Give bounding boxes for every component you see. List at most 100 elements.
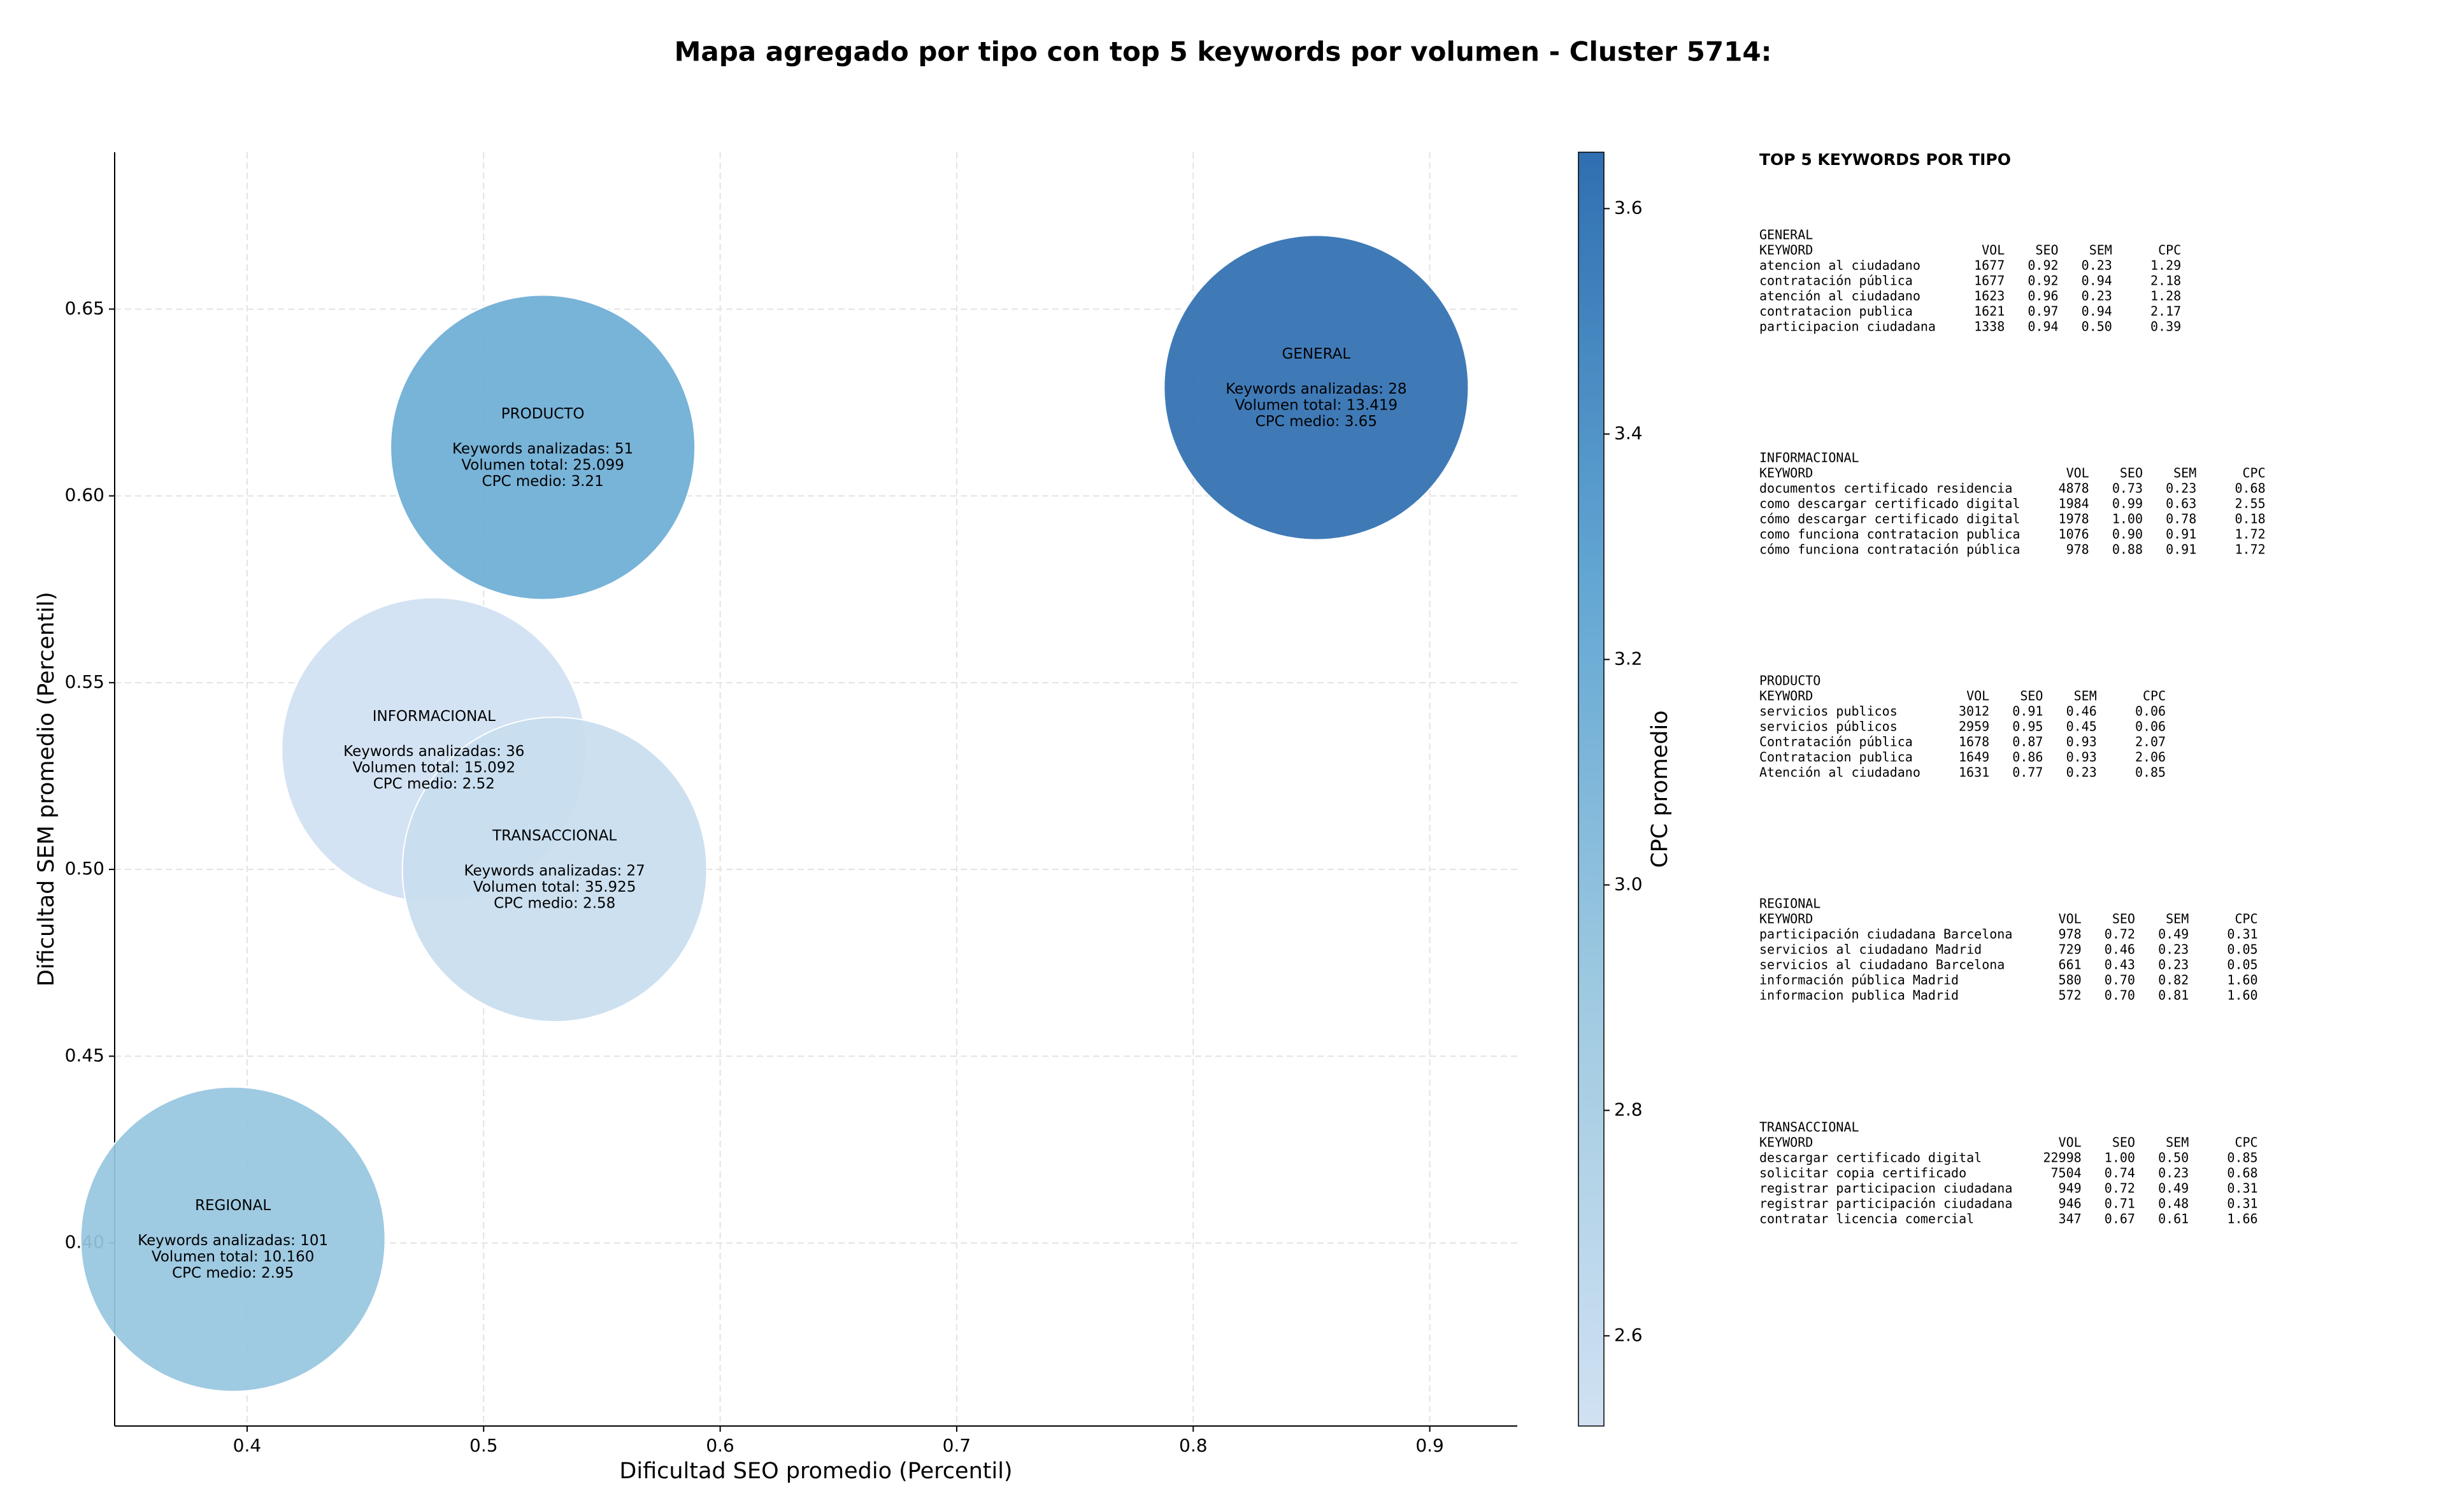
table-header: SEO (2020, 688, 2043, 704)
y-tick-label: 0.45 (65, 1045, 104, 1066)
table-cell: 0.72 (2105, 1181, 2135, 1196)
table-cell: 0.68 (2227, 1166, 2257, 1181)
table-cell: como descargar certificado digital (1759, 496, 2020, 511)
table-cell: 0.92 (2028, 273, 2058, 289)
table-header: SEM (2166, 1135, 2189, 1150)
table-cell: 2.18 (2150, 273, 2181, 289)
table-cell: 1984 (2059, 496, 2089, 511)
table-cell: 7504 (2051, 1166, 2082, 1181)
bubble-name: TRANSACCIONAL (492, 828, 617, 845)
bubble-label: Keywords analizadas: 27 (464, 863, 645, 880)
table-header: KEYWORD (1759, 243, 1813, 258)
table-cell: 0.94 (2082, 273, 2112, 289)
table-header: SEO (2112, 911, 2135, 927)
table-header: KEYWORD (1759, 688, 1813, 704)
table-cell: 661 (2059, 957, 2082, 973)
table-cell: 1.28 (2150, 289, 2181, 304)
table-header: CPC (2158, 243, 2181, 258)
table-cell: 978 (2066, 542, 2089, 557)
bubble-label: CPC medio: 2.58 (494, 895, 615, 912)
table-cell: 2.17 (2150, 304, 2181, 319)
table-header: VOL (1966, 688, 1989, 704)
table-cell: 0.86 (2012, 750, 2043, 765)
table-title: TOP 5 KEYWORDS POR TIPO (1759, 150, 2011, 169)
y-tick-label: 0.60 (65, 485, 104, 506)
table-cell: 0.23 (2158, 957, 2189, 973)
table-cell: 0.49 (2158, 927, 2189, 942)
table-cell: solicitar copia certificado (1759, 1166, 1966, 1181)
table-cell: 0.23 (2158, 1166, 2189, 1181)
table-cell: 0.45 (2066, 719, 2097, 734)
table-cell: 0.43 (2105, 957, 2135, 973)
table-cell: 0.74 (2105, 1166, 2135, 1181)
table-cell: 0.48 (2158, 1196, 2189, 1211)
colorbar (1578, 152, 1605, 1427)
table-cell: 0.93 (2066, 734, 2097, 750)
chart-title: Mapa agregado por tipo con top 5 keyword… (675, 36, 1772, 68)
table-cell: 0.23 (2082, 289, 2112, 304)
table-cell: 0.94 (2082, 304, 2112, 319)
table-cell: 2.07 (2135, 734, 2166, 750)
bubble-label: Keywords analizadas: 51 (452, 441, 633, 457)
table-header: VOL (1982, 243, 2005, 258)
table-cell: 946 (2059, 1196, 2082, 1211)
y-tick-label: 0.65 (65, 297, 104, 318)
table-cell: 1.60 (2227, 973, 2257, 988)
table-cell: 1677 (1974, 258, 2005, 273)
table-header: SEM (2173, 466, 2196, 481)
table-cell: 0.85 (2135, 765, 2166, 780)
table-cell: contratación pública (1759, 273, 1913, 289)
table-header: CPC (2243, 466, 2266, 481)
table-cell: 0.71 (2105, 1196, 2135, 1211)
bubble-label: Volumen total: 13.419 (1235, 397, 1398, 414)
table-cell: como funciona contratacion publica (1759, 527, 2020, 542)
y-axis-label: Dificultad SEM promedio (Percentil) (34, 592, 59, 987)
table-header: VOL (2059, 1135, 2082, 1150)
bubble (390, 294, 696, 601)
table-cell: 0.46 (2105, 942, 2135, 957)
x-tick-label: 0.5 (469, 1435, 498, 1456)
table-cell: 0.23 (2166, 481, 2196, 496)
table-cell: 1.72 (2235, 527, 2265, 542)
table-cell: 978 (2059, 927, 2082, 942)
table-cell: 0.96 (2028, 289, 2058, 304)
table-cell: 1978 (2059, 511, 2089, 527)
table-cell: 0.46 (2066, 704, 2097, 719)
group-name: PRODUCTO (1759, 673, 1820, 688)
colorbar-tick-label: 2.8 (1614, 1099, 1643, 1120)
bubble-label: Keywords analizadas: 36 (343, 743, 524, 760)
table-cell: 0.23 (2158, 942, 2189, 957)
bubble-name: INFORMACIONAL (373, 708, 496, 725)
group-name: REGIONAL (1759, 896, 1820, 911)
table-cell: 0.31 (2227, 1181, 2257, 1196)
table-header: KEYWORD (1759, 911, 1813, 927)
table-cell: Atención al ciudadano (1759, 765, 1920, 780)
table-cell: 0.05 (2227, 957, 2257, 973)
table-header: CPC (2235, 1135, 2257, 1150)
table-cell: 0.88 (2112, 542, 2143, 557)
table-cell: 0.70 (2105, 973, 2135, 988)
table-cell: 0.23 (2066, 765, 2097, 780)
colorbar-tick-label: 3.2 (1614, 648, 1643, 669)
table-cell: 347 (2059, 1211, 2082, 1227)
table-cell: 1631 (1959, 765, 1989, 780)
x-tick-label: 0.4 (233, 1435, 262, 1456)
table-cell: 0.50 (2082, 319, 2112, 334)
colorbar-tick-label: 2.6 (1614, 1324, 1643, 1345)
table-cell: 2.55 (2235, 496, 2265, 511)
table-cell: 0.78 (2166, 511, 2196, 527)
colorbar-label: CPC promedio (1647, 710, 1673, 867)
bubble-name: PRODUCTO (501, 406, 585, 422)
table-cell: 1076 (2059, 527, 2089, 542)
table-cell: participación ciudadana Barcelona (1759, 927, 2012, 942)
table-header: CPC (2143, 688, 2166, 704)
table-cell: 0.92 (2028, 258, 2058, 273)
table-cell: 0.50 (2158, 1150, 2189, 1166)
table-header: SEO (2120, 466, 2143, 481)
table-cell: atencion al ciudadano (1759, 258, 1920, 273)
table-cell: 1.60 (2227, 988, 2257, 1003)
x-tick-label: 0.6 (706, 1435, 734, 1456)
table-cell: Contratación pública (1759, 734, 1913, 750)
table-cell: 0.85 (2227, 1150, 2257, 1166)
table-cell: 1.29 (2150, 258, 2181, 273)
